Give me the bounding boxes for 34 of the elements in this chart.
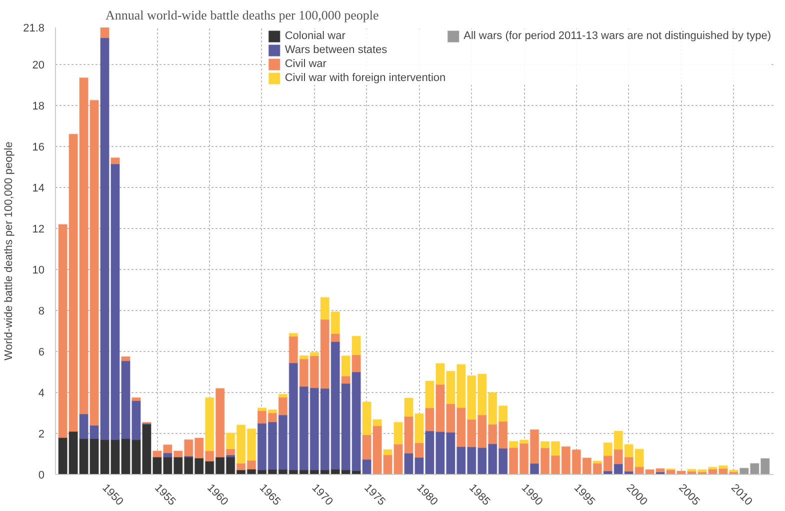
y-axis-title: World-wide battle deaths per 100,000 people — [3, 142, 16, 360]
y-tick-label: 20 — [32, 59, 45, 72]
bar — [530, 462, 540, 474]
bar — [278, 394, 288, 398]
y-tick-label: 10 — [32, 264, 45, 276]
legend-label: All wars (for period 2011-13 wars are not distinguished by type) — [464, 30, 771, 42]
y-tick-label: 16 — [32, 141, 45, 154]
y-tick-label: 0 — [38, 470, 45, 482]
legend-label: Colonial war — [284, 30, 346, 42]
chart-title: Annual world-wide battle deaths per 100,000 people — [106, 8, 380, 22]
legend-label: Civil war — [284, 58, 326, 70]
bar — [100, 28, 110, 38]
bar — [131, 397, 142, 402]
y-tick-label: 18 — [32, 100, 45, 112]
bar — [382, 448, 393, 456]
y-tick-label: 21.8 — [23, 22, 45, 34]
y-tick-label: 8 — [38, 305, 45, 318]
bar — [352, 354, 362, 372]
legend-label: Wars between states — [284, 44, 388, 56]
bar — [592, 460, 602, 464]
bar — [204, 397, 214, 452]
bar — [393, 422, 404, 445]
bar — [341, 355, 351, 377]
bar — [110, 157, 120, 164]
y-tick-label: 14 — [32, 182, 45, 194]
bar — [352, 336, 362, 356]
y-tick-label: 12 — [32, 223, 45, 236]
y-tick-label: 2 — [38, 428, 45, 440]
bar — [288, 332, 298, 337]
legend-label: Civil war with foreign intervention — [284, 72, 446, 84]
bar — [120, 356, 131, 362]
bar — [728, 469, 738, 473]
y-tick-label: 6 — [38, 346, 45, 358]
y-tick-label: 4 — [38, 387, 45, 400]
